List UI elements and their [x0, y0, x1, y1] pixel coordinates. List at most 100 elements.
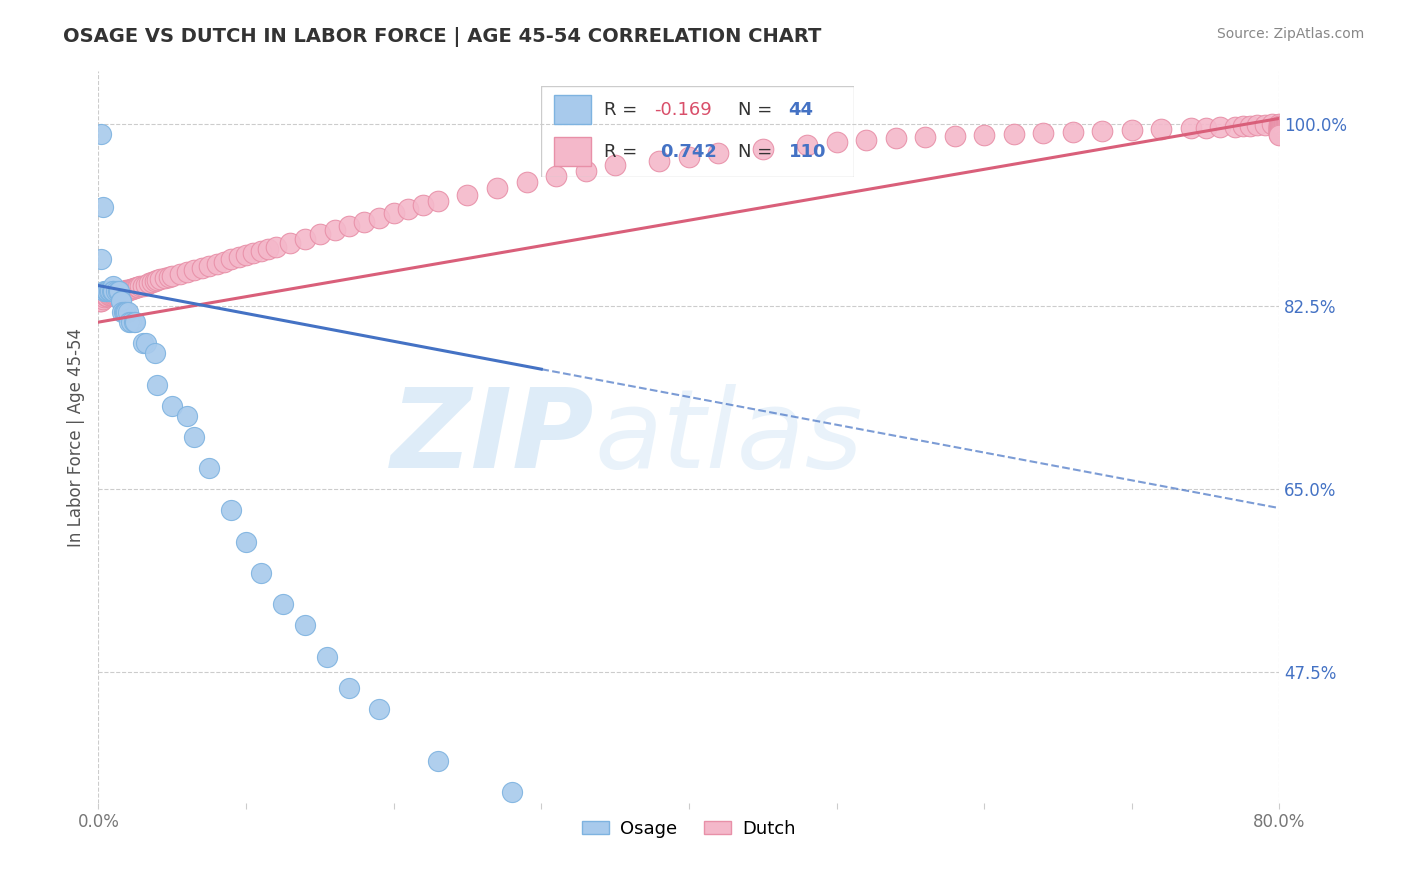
- Point: [103, 278, 125, 293]
- Point: [128, 278, 150, 293]
- Point: [132, 336, 155, 351]
- Point: [120, 315, 142, 329]
- Point: [1268, 128, 1291, 142]
- Point: [1209, 120, 1232, 134]
- Point: [1091, 124, 1114, 138]
- Point: [1002, 127, 1025, 141]
- Point: [605, 158, 627, 172]
- Point: [97, 288, 120, 302]
- Point: [110, 294, 132, 309]
- Point: [382, 206, 405, 220]
- Point: [1268, 124, 1291, 138]
- Point: [98, 284, 121, 298]
- Point: [516, 175, 538, 189]
- Point: [1261, 117, 1284, 131]
- Point: [146, 377, 169, 392]
- Point: [107, 284, 129, 298]
- Point: [1246, 118, 1268, 132]
- Point: [96, 284, 118, 298]
- Point: [228, 251, 250, 265]
- Point: [90, 252, 112, 267]
- Point: [97, 284, 120, 298]
- Point: [1180, 120, 1202, 135]
- Point: [309, 227, 332, 242]
- Text: Source: ZipAtlas.com: Source: ZipAtlas.com: [1216, 27, 1364, 41]
- Point: [264, 240, 287, 254]
- Point: [89, 294, 111, 309]
- Point: [183, 430, 205, 444]
- Point: [1062, 125, 1084, 139]
- Point: [796, 137, 818, 152]
- Point: [1232, 119, 1254, 133]
- Point: [94, 288, 117, 302]
- Point: [90, 127, 112, 141]
- Point: [205, 257, 228, 271]
- Point: [153, 271, 176, 285]
- Point: [412, 198, 434, 212]
- Point: [104, 287, 127, 301]
- Point: [124, 280, 146, 294]
- Point: [855, 133, 877, 147]
- Point: [176, 265, 198, 279]
- Point: [427, 754, 450, 768]
- Text: ZIP: ZIP: [391, 384, 595, 491]
- Point: [127, 279, 149, 293]
- Point: [110, 294, 132, 309]
- Point: [124, 315, 146, 329]
- Point: [914, 130, 936, 145]
- Point: [1032, 126, 1054, 140]
- Point: [457, 187, 479, 202]
- Point: [427, 194, 450, 208]
- Point: [121, 282, 143, 296]
- Point: [235, 534, 257, 549]
- Text: atlas: atlas: [595, 384, 863, 491]
- Point: [103, 287, 125, 301]
- Point: [122, 280, 145, 294]
- Point: [235, 248, 257, 262]
- Point: [120, 282, 142, 296]
- Point: [108, 285, 131, 300]
- Point: [122, 315, 145, 329]
- Text: OSAGE VS DUTCH IN LABOR FORCE | AGE 45-54 CORRELATION CHART: OSAGE VS DUTCH IN LABOR FORCE | AGE 45-5…: [63, 27, 821, 46]
- Point: [135, 336, 157, 351]
- Point: [323, 223, 346, 237]
- Point: [250, 566, 273, 580]
- Point: [110, 285, 132, 299]
- Point: [752, 142, 775, 156]
- Point: [1268, 117, 1291, 131]
- Point: [94, 289, 117, 303]
- Point: [973, 128, 995, 142]
- Point: [191, 260, 214, 275]
- Point: [115, 304, 138, 318]
- Point: [398, 202, 420, 217]
- Point: [90, 294, 112, 309]
- Point: [138, 277, 160, 291]
- Y-axis label: In Labor Force | Age 45-54: In Labor Force | Age 45-54: [66, 327, 84, 547]
- Point: [368, 211, 391, 225]
- Point: [108, 284, 131, 298]
- Point: [96, 289, 118, 303]
- Point: [1268, 120, 1291, 134]
- Point: [353, 215, 375, 229]
- Point: [1268, 123, 1291, 137]
- Point: [271, 597, 294, 611]
- Point: [1239, 119, 1261, 133]
- Point: [100, 288, 122, 302]
- Point: [162, 399, 183, 413]
- Point: [105, 284, 128, 298]
- Point: [141, 276, 163, 290]
- Point: [169, 267, 191, 281]
- Point: [257, 242, 280, 256]
- Point: [114, 284, 136, 298]
- Point: [707, 145, 730, 160]
- Point: [198, 461, 221, 475]
- Point: [100, 284, 122, 298]
- Point: [112, 284, 135, 298]
- Point: [1268, 125, 1291, 139]
- Point: [198, 259, 221, 273]
- Point: [546, 169, 568, 183]
- Point: [1268, 121, 1291, 136]
- Point: [157, 270, 180, 285]
- Point: [212, 254, 235, 268]
- Point: [316, 649, 339, 664]
